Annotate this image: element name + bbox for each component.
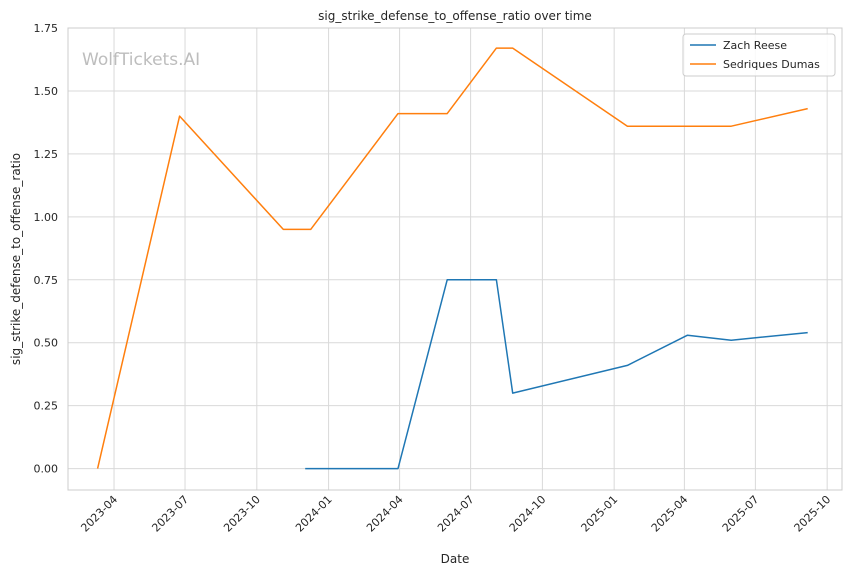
data-point xyxy=(512,392,514,394)
y-tick-label: 0.25 xyxy=(34,400,59,413)
legend-box xyxy=(682,33,836,77)
data-point xyxy=(730,339,732,341)
x-tick-label: 2023-07 xyxy=(149,493,191,535)
x-tick-label: 2024-01 xyxy=(293,493,335,535)
data-point xyxy=(687,125,689,127)
y-tick-label: 0.75 xyxy=(34,274,59,287)
data-point xyxy=(495,279,497,281)
data-point xyxy=(626,364,628,366)
data-point xyxy=(512,47,514,49)
x-tick-label: 2023-10 xyxy=(221,493,263,535)
watermark: WolfTickets.AI xyxy=(82,50,200,70)
x-tick-label: 2025-01 xyxy=(579,493,621,535)
grid xyxy=(68,27,842,490)
plot-area-frame xyxy=(67,27,843,491)
legend: Zach Reese Sedriques Dumas xyxy=(682,33,836,77)
y-tick-label: 1.75 xyxy=(34,22,59,35)
data-point xyxy=(495,47,497,49)
series-line-zach-reese xyxy=(305,279,808,470)
data-point xyxy=(446,279,448,281)
data-point xyxy=(179,115,181,117)
data-point xyxy=(807,108,809,110)
data-point xyxy=(730,125,732,127)
data-point xyxy=(310,228,312,230)
y-tick-label: 0.50 xyxy=(34,337,59,350)
x-tick-label: 2024-10 xyxy=(507,493,549,535)
y-tick-label: 1.50 xyxy=(34,85,59,98)
x-tick-label: 2024-04 xyxy=(364,493,406,535)
series-layer xyxy=(96,47,809,470)
x-tick-label: 2024-07 xyxy=(435,493,477,535)
y-axis: 0.00 0.25 0.50 0.75 1.00 1.25 1.50 1.75 xyxy=(34,22,59,476)
data-point xyxy=(397,113,399,115)
x-tick-label: 2023-04 xyxy=(78,493,120,535)
x-tick-label: 2025-04 xyxy=(649,493,691,535)
data-point xyxy=(626,125,628,127)
x-tick-label: 2025-10 xyxy=(792,493,834,535)
series-line-sedriques-dumas xyxy=(96,47,808,469)
data-point xyxy=(304,468,306,470)
data-point xyxy=(446,113,448,115)
legend-label-sedriques-dumas: Sedriques Dumas xyxy=(723,58,820,71)
data-point xyxy=(97,468,99,470)
data-point xyxy=(397,468,399,470)
y-tick-label: 0.00 xyxy=(34,463,59,476)
legend-label-zach-reese: Zach Reese xyxy=(723,39,787,52)
y-axis-title: sig_strike_defense_to_offense_ratio xyxy=(9,153,23,365)
data-point xyxy=(687,334,689,336)
y-tick-label: 1.00 xyxy=(34,211,59,224)
y-tick-label: 1.25 xyxy=(34,148,59,161)
x-tick-label: 2025-07 xyxy=(720,493,762,535)
chart-title: sig_strike_defense_to_offense_ratio over… xyxy=(318,9,592,23)
data-point xyxy=(807,332,809,334)
x-axis: 2023-04 2023-07 2023-10 2024-01 2024-04 2024-… xyxy=(78,493,833,535)
x-axis-title: Date xyxy=(441,552,470,566)
data-point xyxy=(282,228,284,230)
